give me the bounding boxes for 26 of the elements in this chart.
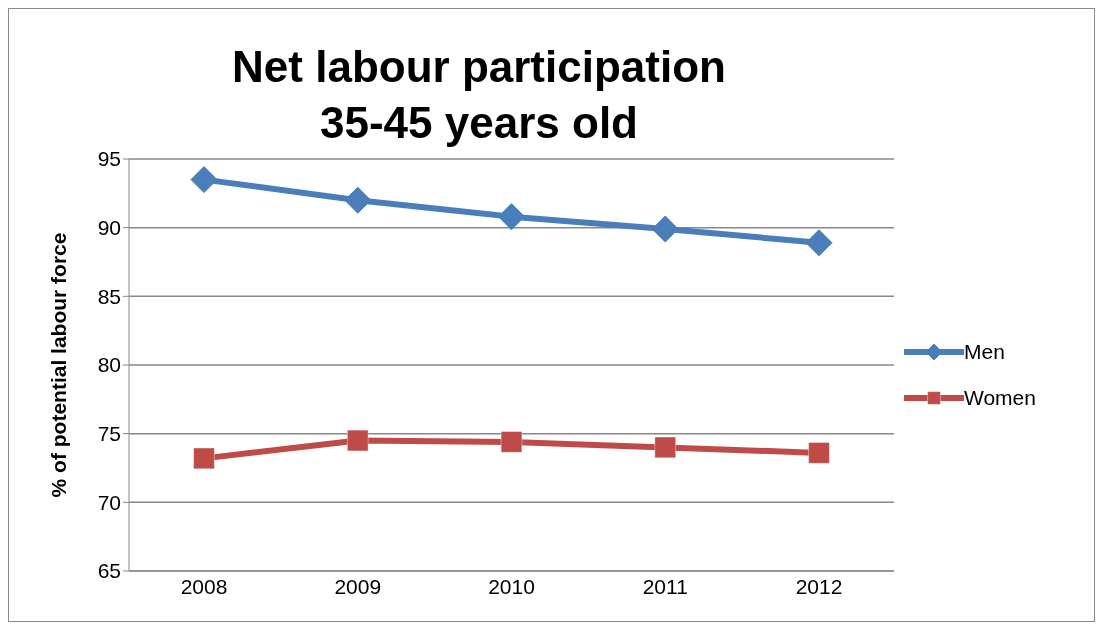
y-tick-label: 85 [97,284,121,308]
y-tick-label: 65 [97,559,121,583]
point [190,166,218,194]
point [805,229,833,257]
point [193,447,215,470]
point [344,186,372,214]
y-tick-label: 95 [97,147,121,171]
point [346,429,369,452]
y-tick-label: 75 [97,422,121,446]
y-tick-label: 80 [97,353,121,377]
y-tick-label: 90 [97,216,121,240]
x-tick-label: 2011 [642,574,688,598]
x-tick-label: 2010 [488,574,535,598]
y-tick-label: 70 [97,490,121,514]
point [651,215,679,243]
point [498,203,525,231]
point [808,441,830,464]
y-axis-title: % of potential labour force [47,232,71,498]
legend-label: Men [964,340,1005,364]
point [500,431,523,453]
x-tick-label: 2012 [795,574,843,598]
point [654,436,677,459]
chart-title: Net labour participation 35-45 years old [232,42,726,147]
x-tick-label: 2009 [334,574,382,598]
x-tick-label: 2008 [180,574,228,598]
legend-label: Women [964,386,1036,410]
